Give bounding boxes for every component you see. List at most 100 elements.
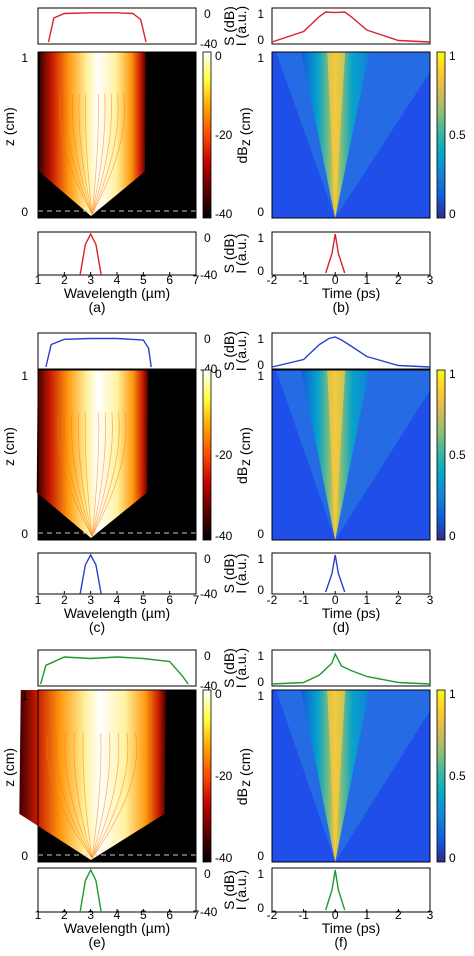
output-intensity-line	[271, 11, 431, 43]
fringe-line	[91, 412, 120, 537]
spectrum-axis-label: S (dB)	[221, 554, 237, 594]
x-axis-label: Wavelength (µm)	[64, 285, 170, 301]
colorbar-db	[202, 689, 212, 863]
fringe-line	[91, 732, 111, 859]
input-intensity-frame	[271, 867, 431, 913]
colorbar-tick: 1	[449, 49, 456, 63]
tick-label: 0	[257, 583, 264, 597]
tick-label: 1	[257, 369, 264, 383]
fringe-line	[91, 412, 127, 537]
tick-label: 1	[35, 273, 42, 287]
fringe-line	[91, 412, 100, 537]
tick-label: 1	[21, 369, 28, 383]
tick-label: 1	[257, 7, 264, 21]
output-spectrum-line	[39, 656, 189, 685]
tick-label: 7	[193, 593, 200, 607]
fringe-line	[91, 412, 107, 537]
tick-label: 0	[257, 358, 264, 372]
heatmap-frame	[271, 51, 431, 219]
fringe-line	[71, 93, 93, 215]
tick-label: 1	[21, 689, 28, 703]
tick-label: 6	[166, 908, 173, 922]
fringe-line	[91, 93, 119, 215]
x-axis-label: Time (ps)	[322, 920, 381, 936]
input-spectrum-line	[79, 868, 102, 913]
intensity-axis-label: I (a.u.)	[233, 553, 249, 593]
colorbar-tick: -40	[215, 851, 233, 865]
tick-label: 7	[193, 273, 200, 287]
colorbar-tick: -20	[215, 448, 233, 462]
supercontinuum-fan	[36, 370, 149, 538]
fringe-line	[73, 732, 93, 859]
tick-label: 2	[61, 273, 68, 287]
colorbar-tick: 0	[449, 207, 456, 221]
panel-caption: (a)	[88, 299, 105, 315]
tick-label: 0	[257, 849, 264, 863]
fringe-line	[85, 93, 93, 215]
fringe-line	[91, 732, 120, 859]
fringe-line	[65, 93, 93, 215]
tick-label: 0	[332, 593, 339, 607]
tick-label: 0	[257, 33, 264, 47]
tick-label: -1	[298, 593, 309, 607]
tick-label: 0	[332, 908, 339, 922]
tick-label: 6	[166, 273, 173, 287]
colorbar-linear	[436, 51, 446, 219]
tick-label: 3	[87, 908, 94, 922]
tick-label: 7	[193, 908, 200, 922]
input-intensity-line	[325, 869, 346, 911]
x-axis-label: Wavelength (µm)	[64, 920, 170, 936]
fringe-line	[91, 93, 126, 215]
tick-label: 1	[257, 552, 264, 566]
tick-label: 4	[114, 273, 121, 287]
fringe-line	[91, 93, 106, 215]
tick-label: 5	[140, 273, 147, 287]
tick-label: -2	[267, 908, 278, 922]
tick-label: 3	[87, 273, 94, 287]
tick-label: 4	[114, 593, 121, 607]
input-intensity-frame	[271, 552, 431, 595]
fringe-line	[91, 93, 99, 215]
tick-label: 0	[21, 849, 28, 863]
tick-label: 0	[257, 527, 264, 541]
colorbar-tick: 0	[215, 367, 222, 381]
intensity-axis-label: I (a.u.)	[233, 6, 249, 46]
colorbar-tick: 0	[449, 851, 456, 865]
tick-label: -40	[200, 37, 218, 51]
tick-label: 1	[35, 908, 42, 922]
tick-label: 0	[204, 231, 211, 245]
intensity-axis-label: I (a.u.)	[233, 648, 249, 688]
tick-label: 0	[204, 552, 211, 566]
x-axis-label: Time (ps)	[322, 285, 381, 301]
fringe-line	[55, 732, 93, 859]
panel-caption: (f)	[334, 934, 347, 950]
input-spectrum-line	[79, 232, 102, 276]
tick-label: 0	[257, 205, 264, 219]
fringe-line	[78, 93, 93, 215]
tick-label: -2	[267, 593, 278, 607]
z-axis-label: z (cm)	[1, 748, 17, 787]
colorbar-tick: 0.5	[449, 448, 466, 462]
panel-b: 1 0 I (a.u.) 1 0 z (cm) 1 0.5 0 1 0 I (a.u.) -2 -1 0 1 2…	[233, 6, 466, 315]
colorbar-linear	[436, 689, 446, 863]
tick-label: 1	[257, 689, 264, 703]
tick-label: 5	[140, 908, 147, 922]
tick-label: 3	[427, 273, 434, 287]
tick-label: -40	[200, 905, 218, 919]
tick-label: 6	[166, 593, 173, 607]
z-axis-label: z (cm)	[237, 427, 253, 466]
spectrum-axis-label: S (dB)	[221, 870, 237, 910]
z-axis-label: z (cm)	[1, 427, 17, 466]
output-intensity-frame	[271, 332, 431, 370]
pulse-core	[327, 370, 346, 540]
output-intensity-frame	[271, 649, 431, 687]
input-spectrum-frame	[37, 552, 197, 595]
output-spectrum-line	[47, 12, 147, 43]
fringe-line	[91, 732, 129, 859]
spectrum-axis-label: S (dB)	[221, 234, 237, 274]
colorbar-tick: -20	[215, 769, 233, 783]
tick-label: 2	[395, 593, 402, 607]
spectrum-axis-label: S (dB)	[221, 331, 237, 371]
